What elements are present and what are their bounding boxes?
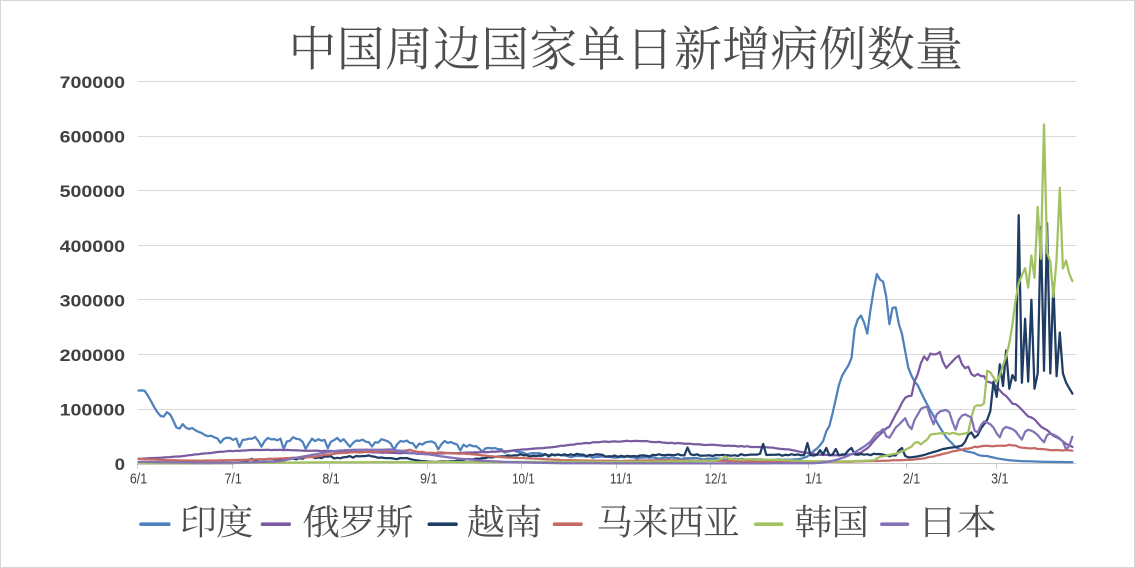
svg-text:600000: 600000 [60, 129, 125, 147]
svg-text:700000: 700000 [60, 74, 125, 92]
svg-text:10/1: 10/1 [512, 471, 535, 488]
svg-text:200000: 200000 [60, 347, 125, 365]
svg-text:12/1: 12/1 [705, 471, 728, 488]
svg-text:500000: 500000 [60, 183, 125, 201]
svg-text:0: 0 [115, 456, 125, 474]
svg-text:100000: 100000 [60, 402, 125, 420]
svg-text:3/1: 3/1 [991, 471, 1008, 488]
svg-text:7/1: 7/1 [224, 471, 241, 488]
svg-text:300000: 300000 [60, 292, 125, 310]
svg-text:8/1: 8/1 [322, 471, 339, 488]
svg-text:6/1: 6/1 [130, 471, 147, 488]
svg-text:11/1: 11/1 [610, 471, 633, 488]
svg-text:1/1: 1/1 [805, 471, 822, 488]
svg-text:2/1: 2/1 [903, 471, 920, 488]
svg-text:400000: 400000 [60, 238, 125, 256]
svg-text:9/1: 9/1 [420, 471, 437, 488]
